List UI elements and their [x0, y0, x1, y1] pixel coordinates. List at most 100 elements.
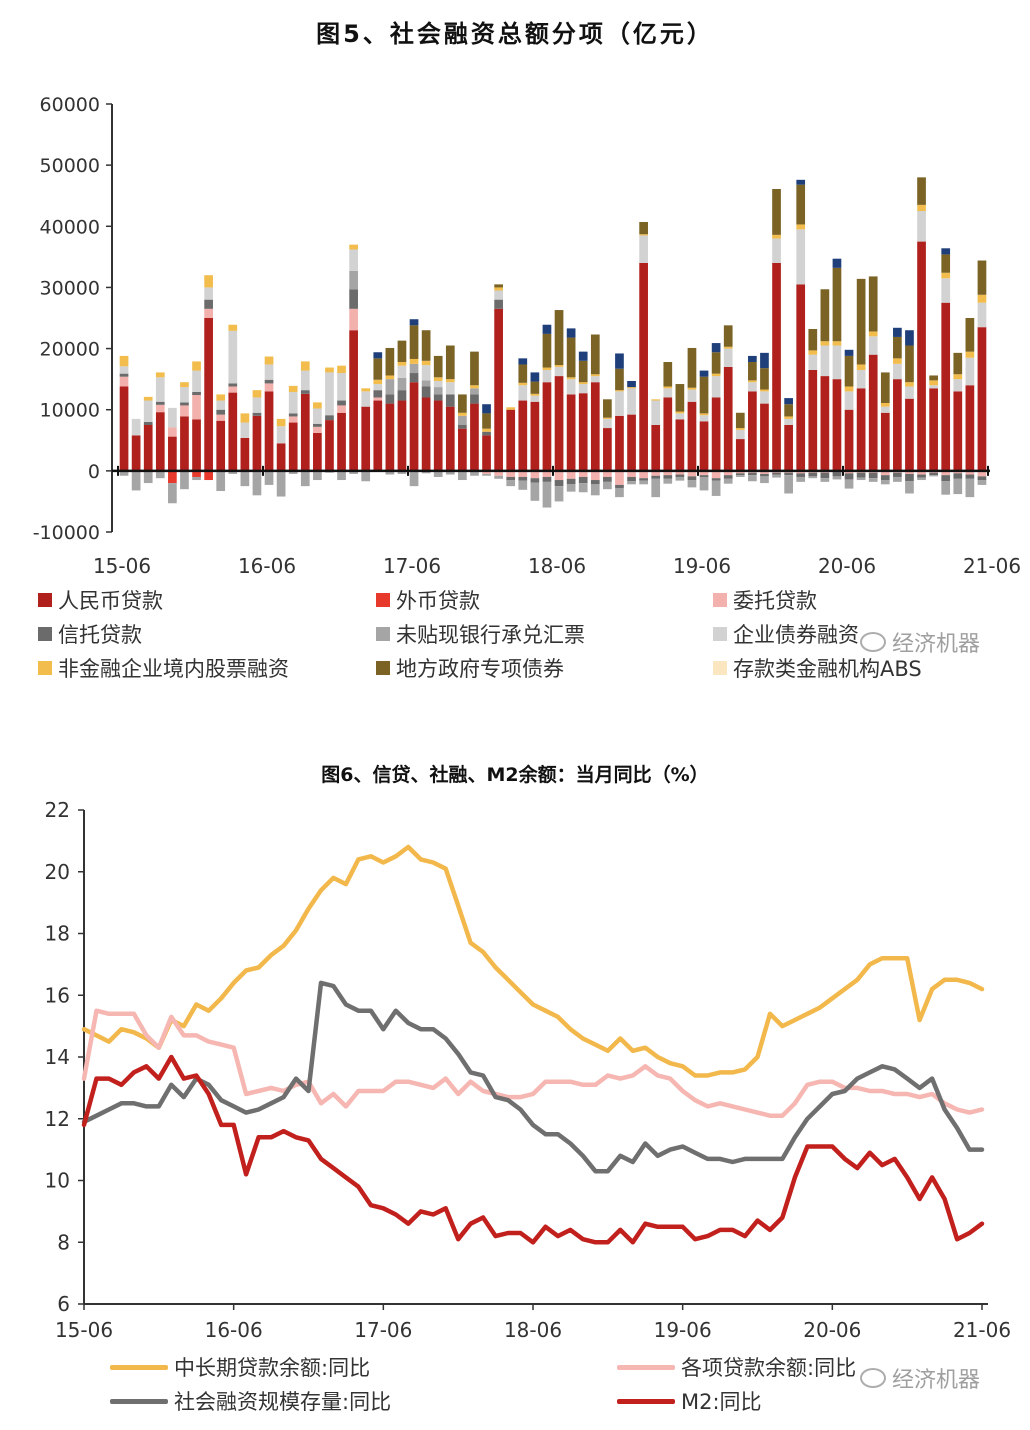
bar-segment [349, 308, 358, 331]
bar-segment [796, 229, 806, 285]
bar-segment [409, 363, 419, 374]
bar-segment [977, 260, 987, 295]
bar-segment [373, 379, 383, 385]
bar-segment [180, 387, 189, 403]
bar-segment [856, 369, 866, 389]
bar-segment [494, 284, 503, 288]
legend-swatch [376, 627, 390, 641]
bar-segment [458, 428, 467, 471]
legend-item: 非金融企业境内股票融资 [38, 653, 289, 683]
bar-segment [723, 366, 733, 471]
bar-segment [506, 409, 516, 471]
bar-segment [663, 388, 673, 398]
figure-5: 图5、社会融资总额分项（亿元） -10000 0 10000 20000 30000 40… [0, 0, 1030, 700]
bar-segment [615, 470, 624, 485]
bar-segment [578, 351, 588, 361]
bar-segment [941, 475, 951, 482]
x-tick-label: 17-06 [383, 554, 441, 578]
bar-segment [313, 432, 322, 471]
bar-segment [808, 476, 818, 479]
bar-segment [131, 418, 141, 436]
bar-segment [615, 390, 624, 392]
x-tick-label: 19-06 [654, 1318, 712, 1342]
bar-segment [240, 422, 250, 438]
bar-segment [977, 476, 987, 481]
bar-segment [977, 327, 987, 471]
bar-segment [131, 470, 141, 491]
bar-segment [880, 372, 890, 403]
bar-segment [288, 385, 298, 392]
legend-label: 人民币贷款 [58, 589, 163, 613]
bar-segment [627, 470, 636, 477]
bar-segment [917, 177, 926, 205]
bar-segment [723, 475, 733, 479]
bar-segment [748, 355, 757, 363]
bar-segment [433, 355, 443, 378]
legend-label: 未贴现银行承兑汇票 [396, 623, 585, 647]
bar-segment [337, 400, 346, 406]
bar-segment [603, 417, 612, 419]
bar-segment [784, 475, 793, 494]
figure-6: 图6、信贷、社融、M2余额：当月同比（%） 6 8 10 12 14 16 18 20 22 15… [0, 740, 1030, 1430]
y-tick-label: -10000 [33, 522, 100, 544]
bar-segment [288, 422, 298, 471]
bar-segment [615, 415, 624, 471]
bar-segment [155, 372, 165, 378]
legend-label: 存款类金融机构ABS [733, 657, 922, 681]
bar-segment [530, 470, 540, 479]
bar-segment [687, 389, 697, 402]
bar-segment [482, 431, 491, 436]
bar-segment [735, 473, 745, 476]
bar-segment [880, 475, 890, 481]
bar-segment [445, 394, 455, 407]
bar-segment [796, 224, 806, 230]
bar-segment [772, 238, 781, 263]
bar-segment [663, 470, 673, 476]
bar-segment [482, 473, 491, 476]
bar-segment [735, 429, 745, 440]
bar-segment [252, 397, 262, 413]
bar-segment [409, 325, 419, 359]
bar-segment [735, 475, 745, 477]
bar-segment [675, 476, 685, 481]
legend-label: 社会融资规模存量:同比 [174, 1390, 392, 1414]
bar-segment [784, 416, 793, 419]
bar-segment [518, 382, 528, 386]
bar-segment [748, 475, 757, 482]
bar-segment [784, 398, 793, 405]
legend-item: 外币贷款 [376, 585, 480, 615]
bar-segment [192, 395, 201, 420]
bar-segment [760, 389, 769, 392]
bar-segment [119, 376, 129, 387]
bar-segment [578, 483, 588, 493]
bar-segment [385, 379, 395, 395]
bar-segment [615, 391, 624, 416]
bar-segment [748, 362, 757, 381]
bar-segment [300, 361, 310, 371]
bar-segment [433, 470, 443, 477]
bar-segment [675, 413, 685, 420]
bar-segment [905, 473, 914, 482]
bar-segment [663, 475, 673, 479]
bar-segment [470, 394, 479, 404]
bar-segment [953, 478, 963, 495]
bar-segment [313, 426, 322, 433]
bar-segment [603, 476, 612, 482]
bar-segment [228, 324, 238, 331]
bar-segment [929, 472, 938, 476]
bar-segment [325, 372, 334, 416]
bar-segment [337, 365, 346, 374]
bar-segment [397, 362, 407, 366]
bar-segment [204, 318, 213, 471]
bar-segment [325, 415, 334, 421]
bar-segment [216, 420, 226, 471]
bar-segment [796, 184, 806, 225]
bar-segment [542, 470, 552, 477]
bar-segment [856, 388, 866, 471]
bar-segment [349, 270, 358, 290]
bar-segment [977, 302, 987, 328]
bar-segment [578, 360, 588, 383]
bar-segment [711, 373, 721, 377]
bar-segment [711, 352, 721, 374]
bar-segment [119, 386, 129, 471]
